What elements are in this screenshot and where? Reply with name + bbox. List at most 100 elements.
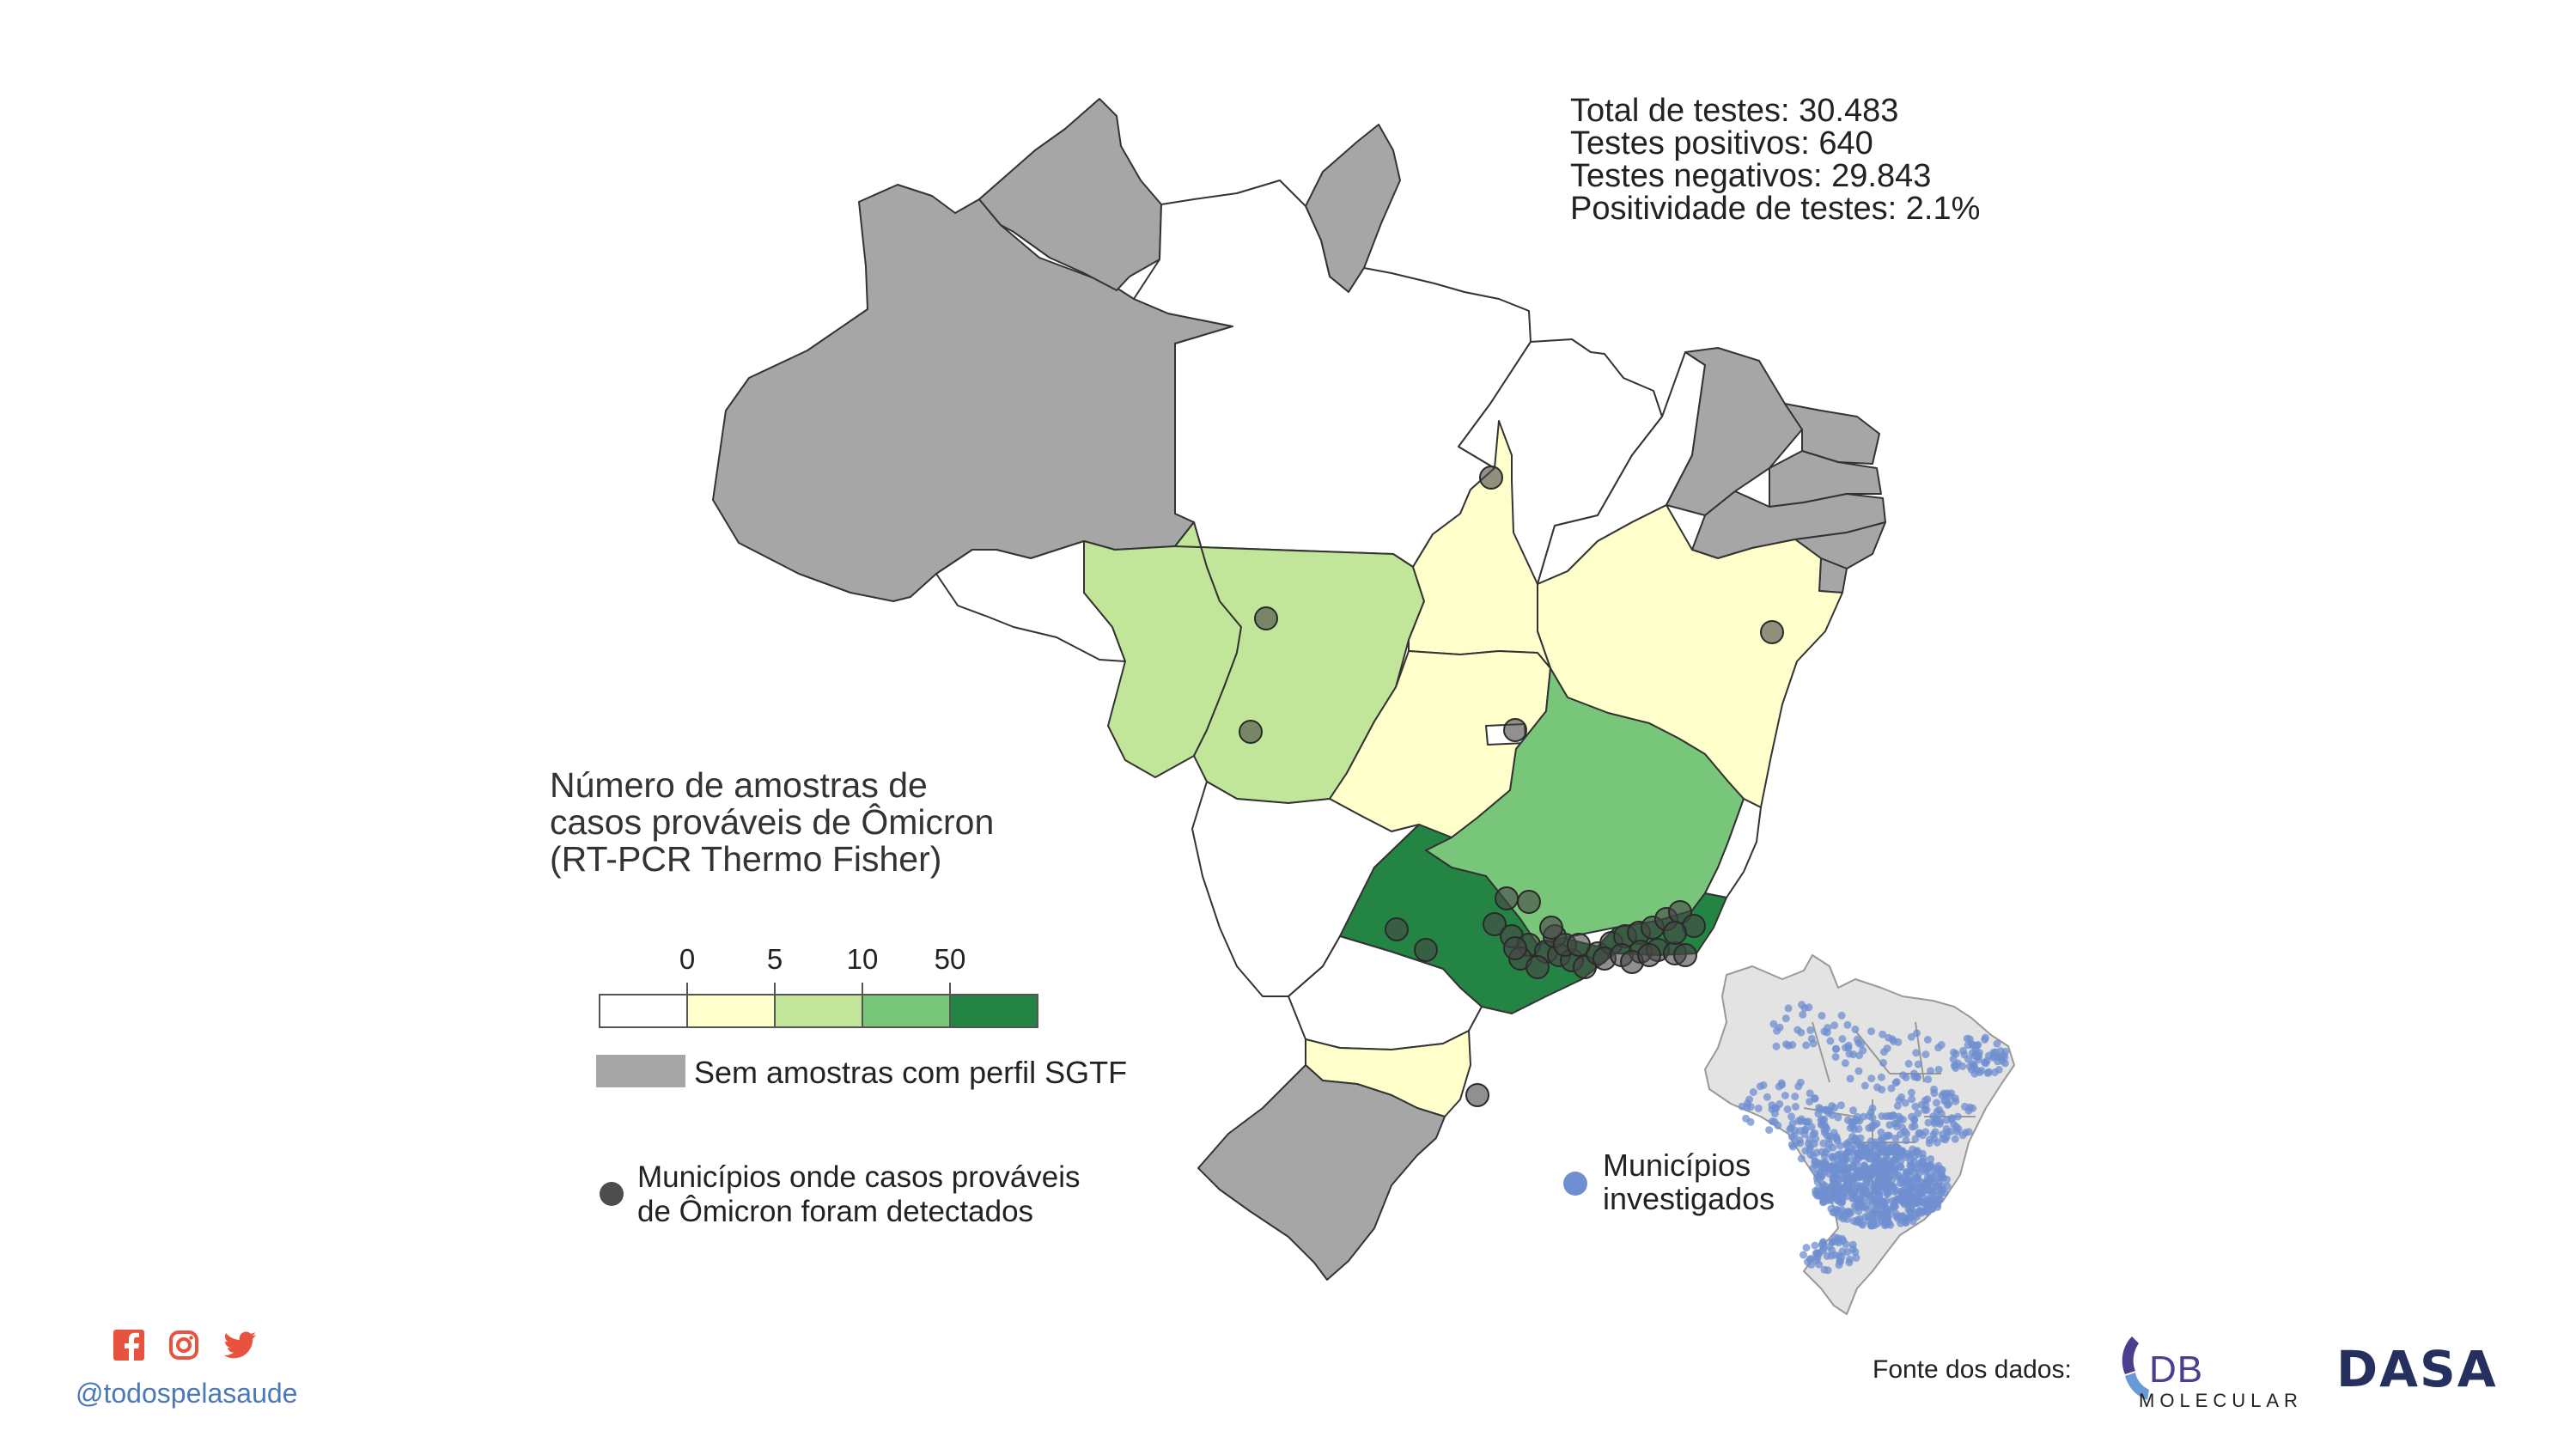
- investigated-dot: [1856, 1152, 1865, 1160]
- investigated-dot: [1853, 1112, 1861, 1121]
- legend-color-bar: [599, 983, 1038, 1028]
- investigated-dot: [1826, 1037, 1835, 1045]
- detection-dot: [1526, 955, 1550, 979]
- investigated-dot: [1848, 1172, 1856, 1180]
- investigated-dot: [1791, 1103, 1800, 1111]
- investigated-dot: [1800, 1251, 1807, 1259]
- inset-investigated-dots: [1738, 1001, 2010, 1275]
- investigated-dot: [1903, 1178, 1911, 1186]
- investigated-dot: [1864, 1190, 1873, 1198]
- detection-dot: [1760, 620, 1784, 644]
- instagram-icon[interactable]: [168, 1330, 199, 1361]
- investigated-dot: [1841, 1183, 1849, 1191]
- twitter-icon[interactable]: [223, 1330, 258, 1361]
- detection-dot: [1637, 943, 1661, 967]
- investigated-dot: [1897, 1212, 1905, 1221]
- investigated-dot: [1924, 1075, 1933, 1084]
- detection-dot: [1254, 606, 1278, 630]
- state-ceara: [1666, 347, 1803, 516]
- investigated-dot: [1824, 1266, 1832, 1275]
- investigated-dot: [1859, 1221, 1867, 1229]
- investigated-dot: [1895, 1171, 1903, 1179]
- investigated-dot: [1838, 1035, 1847, 1043]
- legend-bin-1: [686, 994, 776, 1028]
- investigated-dot: [1993, 1039, 2001, 1048]
- investigated-dot: [1821, 1148, 1830, 1157]
- state-rio-grande-do-norte: [1784, 403, 1880, 465]
- investigated-dot: [1796, 1127, 1805, 1135]
- investigated-dot: [1842, 1192, 1850, 1201]
- legend-no-sample-label: Sem amostras com perfil SGTF: [694, 1055, 1128, 1090]
- legend-investigated-line-1: Municípios: [1603, 1148, 1751, 1183]
- investigated-dot: [1839, 1174, 1848, 1183]
- legend-bin-4: [949, 994, 1038, 1028]
- investigated-dot: [1877, 1128, 1885, 1136]
- investigated-dot: [1911, 1135, 1920, 1143]
- investigated-dot: [1942, 1124, 1951, 1133]
- investigated-dot: [1868, 1218, 1877, 1227]
- investigated-dot: [1782, 1040, 1790, 1049]
- investigated-dot: [1841, 1059, 1849, 1068]
- detection-dot: [1503, 718, 1527, 742]
- detection-dots-layer: [1239, 466, 1784, 1107]
- investigated-dot: [1826, 1132, 1835, 1141]
- investigated-dot: [1873, 1083, 1882, 1092]
- investigated-dot: [1790, 1131, 1799, 1140]
- investigated-dot: [1935, 1195, 1944, 1203]
- investigated-dot: [2000, 1051, 2008, 1060]
- investigated-dot: [1918, 1131, 1927, 1140]
- investigated-dot: [1749, 1088, 1757, 1096]
- investigated-dot: [1787, 1112, 1795, 1121]
- investigated-dot: [1942, 1116, 1951, 1124]
- investigated-dot: [1929, 1189, 1938, 1197]
- investigated-dot: [1981, 1033, 1989, 1042]
- facebook-icon[interactable]: [113, 1330, 144, 1361]
- investigated-dot: [1893, 1150, 1902, 1159]
- investigated-dot: [1883, 1163, 1891, 1172]
- investigated-dot: [1927, 1194, 1936, 1202]
- legend-tick-50: 50: [934, 943, 966, 975]
- investigated-dot: [1845, 1208, 1853, 1216]
- investigated-dot: [1907, 1204, 1915, 1213]
- investigated-dot: [1815, 1104, 1824, 1112]
- investigated-dot: [1989, 1053, 1998, 1062]
- investigated-dot: [1908, 1112, 1915, 1121]
- investigated-dot: [1964, 1106, 1973, 1115]
- investigated-dot: [1930, 1089, 1939, 1098]
- investigated-dot: [1746, 1117, 1755, 1126]
- investigated-dot: [1937, 1041, 1946, 1049]
- investigated-dot: [1854, 1173, 1863, 1182]
- social-handle[interactable]: @todospelasaude: [76, 1378, 298, 1409]
- investigated-dot: [1879, 1030, 1887, 1038]
- investigated-dot: [1886, 1144, 1895, 1153]
- investigated-dot: [1982, 1059, 1990, 1068]
- detection-dot: [1465, 1083, 1489, 1107]
- investigated-dot: [1890, 1037, 1898, 1045]
- investigated-dot: [1918, 1193, 1927, 1202]
- detection-dot: [1673, 943, 1697, 967]
- investigated-dot: [1828, 1153, 1836, 1161]
- investigated-dot: [1772, 1042, 1781, 1050]
- investigated-dot: [1848, 1148, 1856, 1156]
- investigated-dot: [1825, 1190, 1834, 1198]
- investigated-dot: [1848, 1119, 1857, 1128]
- investigated-dot: [1877, 1135, 1885, 1143]
- investigated-dot: [1848, 1155, 1857, 1164]
- dasa-logo: DASA: [2336, 1340, 2498, 1398]
- investigated-dot: [1825, 1140, 1834, 1148]
- investigated-dot: [1811, 1093, 1819, 1102]
- investigated-dot: [1904, 1059, 1913, 1068]
- legend-bin-0: [599, 994, 688, 1028]
- investigated-dot: [1910, 1199, 1919, 1208]
- investigated-dot: [1854, 1207, 1863, 1215]
- investigated-dot: [1802, 1041, 1811, 1050]
- investigated-dot: [1781, 1014, 1790, 1023]
- investigated-dot: [1905, 1152, 1914, 1160]
- investigated-dot: [1970, 1061, 1978, 1069]
- investigated-dot: [1924, 1118, 1933, 1127]
- investigated-dot: [1806, 1255, 1815, 1263]
- investigated-dot: [1983, 1068, 1992, 1077]
- investigated-dot: [1879, 1058, 1888, 1067]
- investigated-dot: [1828, 1246, 1836, 1254]
- investigated-dot: [1788, 1142, 1797, 1151]
